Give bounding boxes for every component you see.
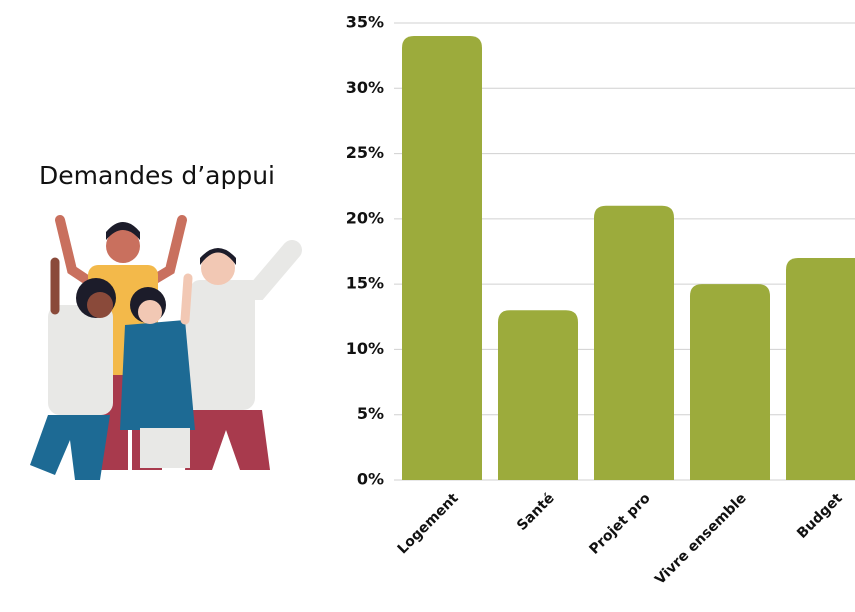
y-tick-label: 30% bbox=[346, 78, 384, 97]
y-tick-label: 25% bbox=[346, 143, 384, 162]
illustration bbox=[30, 215, 302, 480]
y-tick-label: 0% bbox=[357, 470, 384, 489]
bar bbox=[402, 36, 482, 481]
x-tick-label: Projet pro bbox=[586, 490, 654, 558]
bar bbox=[594, 205, 674, 481]
x-tick-label: Budget bbox=[794, 490, 846, 542]
bar bbox=[690, 284, 770, 480]
bar bbox=[498, 310, 578, 480]
x-tick-label: Santé bbox=[514, 490, 558, 534]
chart-title: Demandes d’appui bbox=[39, 161, 275, 190]
bar bbox=[786, 258, 855, 480]
x-tick-label: Vivre ensemble bbox=[652, 490, 750, 588]
y-tick-label: 35% bbox=[346, 13, 384, 32]
x-tick-label: Logement bbox=[395, 490, 462, 557]
y-tick-label: 5% bbox=[357, 404, 384, 423]
y-tick-label: 20% bbox=[346, 208, 384, 227]
y-tick-label: 10% bbox=[346, 339, 384, 358]
y-tick-label: 15% bbox=[346, 274, 384, 293]
